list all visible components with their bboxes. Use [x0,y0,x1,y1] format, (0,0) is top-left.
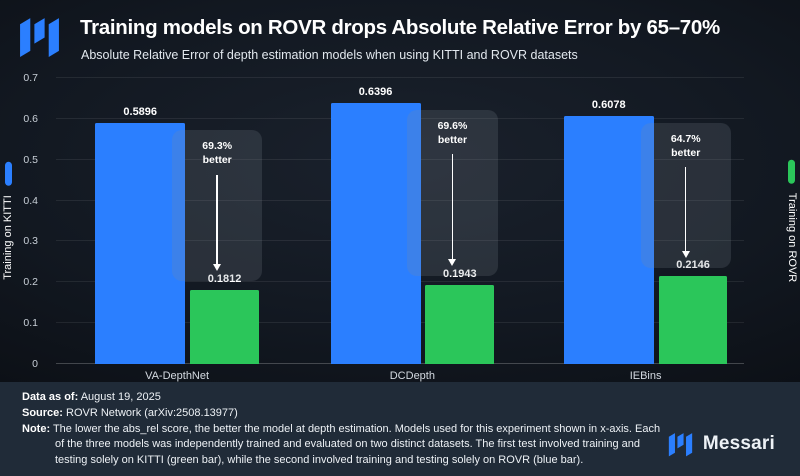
kitti-bar [330,102,421,364]
improvement-annotation: 69.3% better [172,130,263,282]
down-arrow-icon [448,259,457,267]
category-label: IEBins [629,370,662,382]
footer: Data as of: August 19, 2025 Source: ROVR… [0,382,800,476]
bar-group-iebins: 0.6078 0.2146 64.7% better IEBins [563,78,731,382]
improvement-text: 64.7% better [670,132,701,159]
kitti-bar-wrap: 0.5896 [95,78,186,364]
rovr-bar-value: 0.2146 [676,259,710,272]
messari-logo-icon [667,430,694,457]
rovr-bar-wrap: 0.2146 [658,78,728,364]
y-tick: 0.6 [23,112,38,125]
improvement-annotation: 69.6% better [407,109,498,277]
down-arrow-line [451,154,454,260]
note-label: Note: [22,423,51,435]
improvement-annotation: 64.7% better [640,122,731,268]
down-arrow-icon [213,264,222,272]
brand-lockup: Messari [667,430,775,457]
rovr-bar-wrap: 0.1943 [425,78,495,364]
rovr-bar [425,284,495,364]
page-subtitle: Absolute Relative Error of depth estimat… [81,48,578,62]
messari-logo-icon [17,13,62,58]
kitti-bar-wrap: 0.6396 [330,78,421,364]
y-tick: 0.1 [23,317,38,330]
data-as-of-label: Data as of: [22,391,79,403]
data-as-of-line: Data as of: August 19, 2025 [22,391,800,403]
source-line: Source: ROVR Network (arXiv:2508.13977) [22,407,800,419]
gridline [56,77,744,78]
rovr-legend-pill [788,159,796,184]
source-value: ROVR Network (arXiv:2508.13977) [62,406,238,419]
note-value: The lower the abs_rel score, the better … [50,423,661,466]
note-line: Note: The lower the abs_rel score, the b… [22,422,669,468]
kitti-bar-value: 0.6396 [358,85,393,98]
plot-area: 0.5896 0.1812 69.3% better VA-DepthNet [56,77,744,382]
improvement-text: 69.6% better [437,119,468,146]
y-tick: 0.4 [23,194,38,207]
kitti-bar-value: 0.5896 [123,106,158,119]
rovr-bar-value: 0.1943 [443,267,477,280]
y-axis: 0 0.1 0.2 0.3 0.4 0.5 0.6 0.7 [0,72,48,370]
y-tick: 0 [32,358,38,370]
y-tick: 0.2 [23,276,38,289]
down-arrow-line [216,174,218,265]
category-label: VA-DepthNet [145,370,210,382]
improvement-text: 69.3% better [202,140,233,167]
y-tick: 0.3 [23,235,38,248]
rovr-bar [190,289,259,364]
chart-panel: Training models on ROVR drops Absolute R… [0,0,800,382]
bar-group-dcdepth: 0.6396 0.1943 69.6% better DCDepth [330,78,498,382]
bar-chart: Training on KITTI Training on ROVR 0 0.1… [0,72,800,382]
kitti-bar-value: 0.6078 [591,98,626,111]
brand-wordmark: Messari [702,432,775,454]
kitti-bar-wrap: 0.6078 [563,78,654,364]
category-label: DCDepth [389,370,435,382]
rovr-bar-value: 0.1812 [207,272,242,285]
kitti-bar [563,115,654,364]
rovr-bar [658,276,728,364]
source-label: Source: [22,406,63,419]
bar-group-va-depthnet: 0.5896 0.1812 69.3% better VA-DepthNet [95,78,263,382]
y-tick: 0.7 [23,72,38,84]
kitti-bar [95,123,186,364]
data-as-of-value: August 19, 2025 [78,391,161,403]
y-tick: 0.5 [23,153,38,166]
page-title: Training models on ROVR drops Absolute R… [80,16,720,39]
right-axis-text: Training on ROVR [786,192,798,283]
down-arrow-icon [681,250,690,258]
rovr-bar-wrap: 0.1812 [190,78,259,364]
right-axis-label: Training on ROVR [784,78,800,364]
down-arrow-line [684,167,687,251]
